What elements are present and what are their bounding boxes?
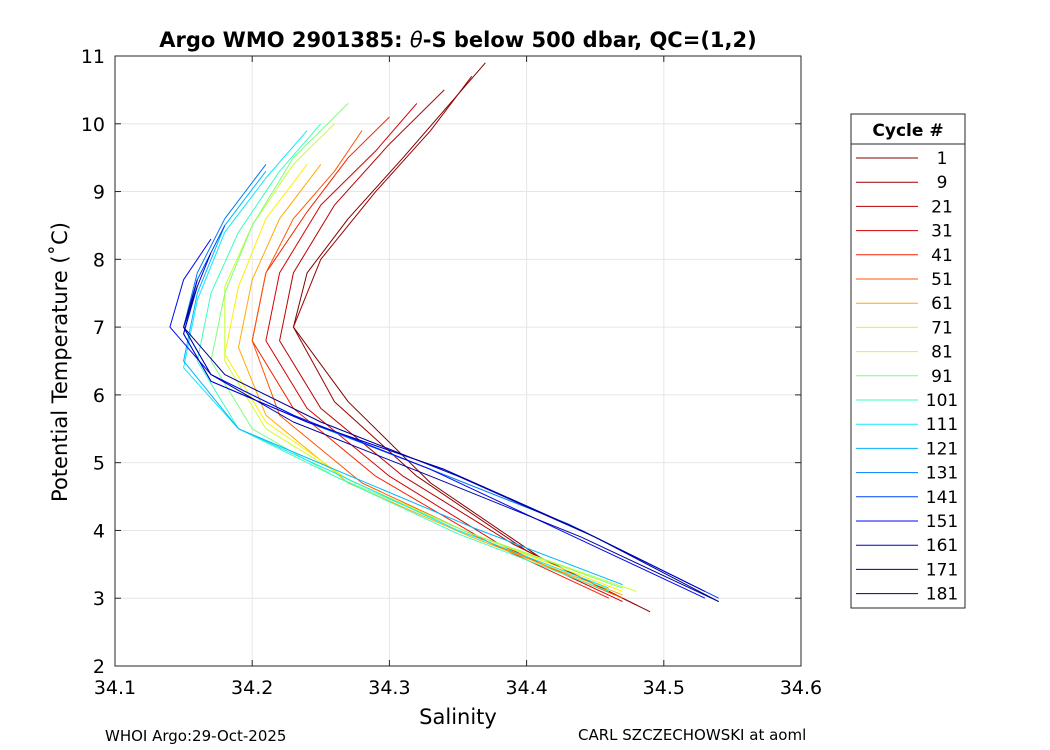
- legend-label-171: 171: [926, 560, 958, 580]
- x-tick-label: 34.6: [780, 677, 822, 699]
- series-line-cycle-121: [183, 170, 623, 586]
- legend-label-51: 51: [931, 270, 953, 290]
- x-tick-label: 34.4: [505, 677, 547, 699]
- chart-title: Argo WMO 2901385: θ-S below 500 dbar, QC…: [159, 28, 756, 52]
- series-line-cycle-111: [183, 130, 610, 589]
- x-axis-label: Salinity: [419, 705, 497, 729]
- series-line-cycle-91: [210, 103, 623, 589]
- plot-frame: [114, 55, 802, 667]
- legend-label-71: 71: [931, 318, 953, 338]
- legend-label-61: 61: [931, 294, 953, 314]
- y-tick-label: 4: [93, 520, 105, 542]
- y-tick-label: 10: [81, 114, 105, 136]
- axis-ticks: 34.1 34.2 34.3 34.4 34.5 34.6 2 3 4 5 6 7 8 9 10 11: [81, 46, 822, 699]
- legend-entries: 1 9 21 31 41 51 61 71 81 91 101 111 121 131 141 151 161 1…: [856, 149, 958, 605]
- x-tick-label: 34.5: [643, 677, 685, 699]
- series-line-cycle-1: [292, 62, 651, 613]
- series-line-cycle-9: [292, 75, 637, 606]
- series-layer: [169, 62, 719, 613]
- y-tick-label: 7: [93, 317, 105, 339]
- x-tick-label: 34.3: [368, 677, 410, 699]
- series-line-cycle-61: [238, 164, 623, 596]
- legend-label-131: 131: [926, 464, 958, 484]
- legend-label-121: 121: [926, 439, 958, 459]
- legend-label-1: 1: [937, 149, 948, 169]
- legend-label-161: 161: [926, 536, 958, 556]
- y-tick-label: 6: [93, 385, 105, 407]
- legend-box: [850, 113, 966, 609]
- series-line-cycle-21: [279, 89, 623, 599]
- legend-label-41: 41: [931, 246, 953, 266]
- x-tick-label: 34.1: [94, 677, 136, 699]
- footer-right: CARL SZCZECHOWSKI at aoml: [578, 726, 806, 744]
- y-tick-label: 3: [93, 588, 105, 610]
- series-line-cycle-181: [183, 286, 719, 603]
- legend-label-31: 31: [931, 222, 953, 242]
- legend-label-9: 9: [937, 173, 948, 193]
- plot-area: [115, 56, 801, 666]
- legend-label-101: 101: [926, 391, 958, 411]
- legend-label-81: 81: [931, 343, 953, 363]
- y-tick-label: 8: [93, 249, 105, 271]
- legend: Cycle # 1 9 21 31 41 51 61 71 81 91 101 111 121 131 14…: [850, 113, 966, 609]
- y-tick-label: 11: [81, 46, 105, 68]
- series-line-cycle-81: [224, 123, 637, 592]
- series-line-cycle-101: [196, 123, 610, 592]
- legend-label-151: 151: [926, 512, 958, 532]
- x-tick-label: 34.2: [231, 677, 273, 699]
- y-tick-label: 5: [93, 453, 105, 475]
- legend-label-91: 91: [931, 367, 953, 387]
- series-line-cycle-151: [169, 238, 706, 599]
- y-tick-label: 2: [93, 656, 105, 678]
- legend-label-111: 111: [926, 415, 958, 435]
- legend-label-141: 141: [926, 488, 958, 508]
- y-tick-label: 9: [93, 182, 105, 204]
- y-axis-label: Potential Temperature (˚C): [48, 222, 72, 502]
- grid-lines: [114, 55, 802, 667]
- series-line-cycle-31: [265, 103, 623, 603]
- legend-label-181: 181: [926, 585, 958, 605]
- footer-left: WHOI Argo:29-Oct-2025: [105, 727, 286, 745]
- legend-label-21: 21: [931, 197, 953, 217]
- legend-title: Cycle #: [872, 121, 943, 141]
